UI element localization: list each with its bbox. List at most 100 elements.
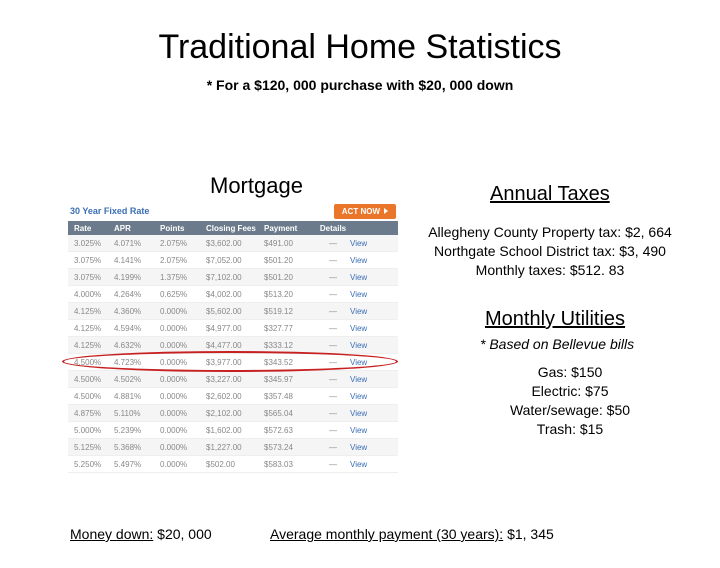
- cell-fees: $3,227.00: [206, 375, 264, 384]
- cell-apr: 5.368%: [114, 443, 160, 452]
- view-link[interactable]: View: [350, 443, 384, 452]
- cell-apr: 4.071%: [114, 239, 160, 248]
- cell-rate: 4.500%: [68, 358, 114, 367]
- cell-points: 0.000%: [160, 443, 206, 452]
- cell-payment: $343.52: [264, 358, 316, 367]
- table-row: 3.075%4.199%1.375%$7,102.00$501.20—View: [68, 269, 398, 286]
- chevron-right-icon: [384, 208, 388, 214]
- view-link[interactable]: View: [350, 307, 384, 316]
- table-row: 3.075%4.141%2.075%$7,052.00$501.20—View: [68, 252, 398, 269]
- page-title: Traditional Home Statistics: [0, 28, 720, 67]
- view-link[interactable]: View: [350, 358, 384, 367]
- col-payment: Payment: [264, 224, 316, 233]
- detail-icon[interactable]: —: [316, 256, 350, 265]
- rate-table: 30 Year Fixed Rate ACT NOW Rate APR Poin…: [68, 203, 398, 473]
- cell-fees: $2,102.00: [206, 409, 264, 418]
- cell-rate: 4.500%: [68, 375, 114, 384]
- subtitle: * For a $120, 000 purchase with $20, 000…: [0, 77, 720, 93]
- view-link[interactable]: View: [350, 409, 384, 418]
- cell-points: 0.000%: [160, 375, 206, 384]
- util-water: Water/sewage: $50: [470, 401, 670, 420]
- mortgage-heading: Mortgage: [210, 173, 303, 199]
- detail-icon[interactable]: —: [316, 392, 350, 401]
- col-apr: APR: [114, 224, 160, 233]
- annual-taxes-heading: Annual Taxes: [490, 183, 610, 206]
- cell-payment: $327.77: [264, 324, 316, 333]
- col-details: Details: [316, 224, 350, 233]
- detail-icon[interactable]: —: [316, 307, 350, 316]
- cell-fees: $5,602.00: [206, 307, 264, 316]
- detail-icon[interactable]: —: [316, 426, 350, 435]
- util-electric: Electric: $75: [470, 382, 670, 401]
- cell-apr: 4.141%: [114, 256, 160, 265]
- cell-payment: $357.48: [264, 392, 316, 401]
- cell-rate: 4.125%: [68, 324, 114, 333]
- act-now-button[interactable]: ACT NOW: [334, 204, 396, 219]
- col-fees: Closing Fees: [206, 224, 264, 233]
- cell-apr: 4.502%: [114, 375, 160, 384]
- cell-fees: $1,602.00: [206, 426, 264, 435]
- table-row: 4.125%4.594%0.000%$4,977.00$327.77—View: [68, 320, 398, 337]
- view-link[interactable]: View: [350, 426, 384, 435]
- cell-rate: 4.125%: [68, 307, 114, 316]
- cell-fees: $1,227.00: [206, 443, 264, 452]
- cell-payment: $565.04: [264, 409, 316, 418]
- detail-icon[interactable]: —: [316, 290, 350, 299]
- cell-apr: 4.632%: [114, 341, 160, 350]
- cell-points: 0.000%: [160, 392, 206, 401]
- detail-icon[interactable]: —: [316, 341, 350, 350]
- detail-icon[interactable]: —: [316, 375, 350, 384]
- detail-icon[interactable]: —: [316, 409, 350, 418]
- cell-points: 0.000%: [160, 409, 206, 418]
- view-link[interactable]: View: [350, 239, 384, 248]
- utilities-note: * Based on Bellevue bills: [480, 336, 634, 352]
- cell-rate: 3.075%: [68, 273, 114, 282]
- cell-fees: $4,477.00: [206, 341, 264, 350]
- cell-payment: $333.12: [264, 341, 316, 350]
- cell-points: 0.000%: [160, 341, 206, 350]
- cell-rate: 4.500%: [68, 392, 114, 401]
- view-link[interactable]: View: [350, 290, 384, 299]
- util-trash: Trash: $15: [470, 420, 670, 439]
- cell-payment: $513.20: [264, 290, 316, 299]
- table-row: 4.000%4.264%0.625%$4,002.00$513.20—View: [68, 286, 398, 303]
- cell-rate: 4.125%: [68, 341, 114, 350]
- tax-monthly: Monthly taxes: $512. 83: [390, 261, 710, 280]
- cell-apr: 4.723%: [114, 358, 160, 367]
- detail-icon[interactable]: —: [316, 273, 350, 282]
- table-row: 4.125%4.360%0.000%$5,602.00$519.12—View: [68, 303, 398, 320]
- view-link[interactable]: View: [350, 341, 384, 350]
- view-link[interactable]: View: [350, 256, 384, 265]
- act-now-label: ACT NOW: [342, 207, 380, 216]
- cell-rate: 5.125%: [68, 443, 114, 452]
- cell-payment: $573.24: [264, 443, 316, 452]
- cell-points: 0.000%: [160, 324, 206, 333]
- cell-points: 2.075%: [160, 256, 206, 265]
- table-row: 3.025%4.071%2.075%$3,602.00$491.00—View: [68, 235, 398, 252]
- view-link[interactable]: View: [350, 392, 384, 401]
- cell-apr: 4.264%: [114, 290, 160, 299]
- view-link[interactable]: View: [350, 273, 384, 282]
- detail-icon[interactable]: —: [316, 239, 350, 248]
- cell-rate: 4.875%: [68, 409, 114, 418]
- view-link[interactable]: View: [350, 375, 384, 384]
- detail-icon[interactable]: —: [316, 443, 350, 452]
- cell-fees: $4,002.00: [206, 290, 264, 299]
- table-row: 5.250%5.497%0.000%$502.00$583.03—View: [68, 456, 398, 473]
- detail-icon[interactable]: —: [316, 358, 350, 367]
- cell-fees: $2,602.00: [206, 392, 264, 401]
- cell-payment: $491.00: [264, 239, 316, 248]
- table-row: 5.000%5.239%0.000%$1,602.00$572.63—View: [68, 422, 398, 439]
- detail-icon[interactable]: —: [316, 324, 350, 333]
- cell-apr: 4.360%: [114, 307, 160, 316]
- detail-icon[interactable]: —: [316, 460, 350, 469]
- cell-points: 0.000%: [160, 460, 206, 469]
- cell-points: 0.000%: [160, 358, 206, 367]
- rate-table-header: Rate APR Points Closing Fees Payment Det…: [68, 221, 398, 235]
- cell-apr: 4.199%: [114, 273, 160, 282]
- cell-payment: $501.20: [264, 256, 316, 265]
- view-link[interactable]: View: [350, 324, 384, 333]
- view-link[interactable]: View: [350, 460, 384, 469]
- util-gas: Gas: $150: [470, 363, 670, 382]
- cell-payment: $345.97: [264, 375, 316, 384]
